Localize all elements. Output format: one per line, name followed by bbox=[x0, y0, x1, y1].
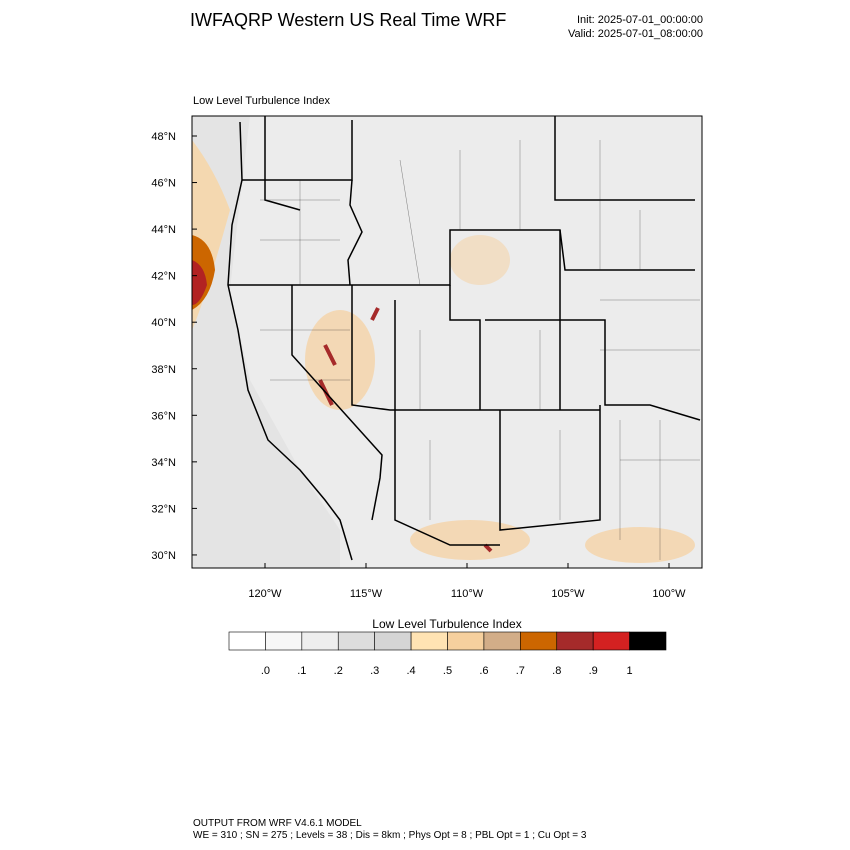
lon-label: 105°W bbox=[551, 588, 585, 600]
colorbar: .0 .1 .2 .3 .4 .5 .6 .7 .8 .9 1 bbox=[228, 631, 667, 677]
lon-label: 110°W bbox=[451, 588, 484, 600]
map-subtitle: Low Level Turbulence Index bbox=[193, 95, 330, 107]
colorbar-label: .3 bbox=[370, 665, 379, 677]
colorbar-label: 1 bbox=[627, 665, 633, 677]
colorbar-label: .6 bbox=[479, 665, 488, 677]
lon-label: 120°W bbox=[248, 588, 282, 600]
lat-label: 46°N bbox=[151, 178, 176, 190]
colorbar-label: .5 bbox=[443, 665, 452, 677]
lon-label: 115°W bbox=[350, 588, 383, 600]
lat-label: 34°N bbox=[151, 457, 176, 469]
colorbar-swatch bbox=[592, 631, 630, 651]
lat-label: 32°N bbox=[151, 503, 176, 515]
footer-line: WE = 310 ; SN = 275 ; Levels = 38 ; Dis … bbox=[193, 830, 587, 841]
colorbar-label: .0 bbox=[261, 665, 270, 677]
colorbar-swatch bbox=[629, 631, 667, 651]
colorbar-label: .8 bbox=[552, 665, 561, 677]
colorbar-label: .4 bbox=[406, 665, 415, 677]
colorbar-swatch bbox=[520, 631, 558, 651]
colorbar-swatch bbox=[556, 631, 594, 651]
valid-time: Valid: 2025-07-01_08:00:00 bbox=[568, 28, 703, 40]
title: IWFAQRP Western US Real Time WRF bbox=[190, 10, 506, 30]
lat-label: 36°N bbox=[151, 410, 176, 422]
map: 48°N 46°N 44°N 42°N 40°N 38°N 36°N 34°N 32°N 30°N… bbox=[151, 115, 703, 600]
colorbar-swatch bbox=[301, 631, 339, 651]
lat-label: 38°N bbox=[151, 364, 176, 376]
colorbar-swatch bbox=[228, 631, 266, 651]
colorbar-title: Low Level Turbulence Index bbox=[372, 617, 521, 631]
colorbar-swatch bbox=[265, 631, 303, 651]
colorbar-label: .9 bbox=[589, 665, 598, 677]
colorbar-label: .2 bbox=[334, 665, 343, 677]
colorbar-swatch bbox=[337, 631, 375, 651]
colorbar-label: .1 bbox=[297, 665, 306, 677]
colorbar-swatch bbox=[483, 631, 521, 651]
lon-label: 100°W bbox=[652, 588, 686, 600]
lat-label: 48°N bbox=[151, 131, 176, 143]
colorbar-swatch bbox=[447, 631, 485, 651]
footer-line: OUTPUT FROM WRF V4.6.1 MODEL bbox=[193, 818, 362, 829]
colorbar-swatch bbox=[374, 631, 412, 651]
lat-label: 42°N bbox=[151, 271, 176, 283]
lat-label: 44°N bbox=[151, 224, 176, 236]
lat-label: 40°N bbox=[151, 317, 176, 329]
lat-label: 30°N bbox=[151, 550, 176, 562]
colorbar-label: .7 bbox=[516, 665, 525, 677]
init-time: Init: 2025-07-01_00:00:00 bbox=[577, 14, 703, 26]
colorbar-swatch bbox=[410, 631, 448, 651]
